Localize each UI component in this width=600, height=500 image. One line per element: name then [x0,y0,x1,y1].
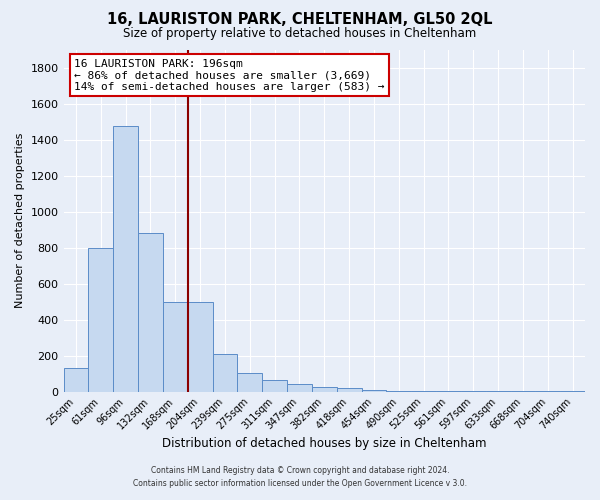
Bar [287,384,312,392]
Bar [411,391,436,392]
Bar [88,248,113,392]
Bar [312,387,337,392]
Bar [386,390,411,392]
Bar [362,390,386,392]
Bar [212,354,238,392]
Y-axis label: Number of detached properties: Number of detached properties [15,133,25,308]
Bar [138,234,163,392]
Bar [113,126,138,392]
Bar [64,368,88,392]
Text: Size of property relative to detached houses in Cheltenham: Size of property relative to detached ho… [124,28,476,40]
Bar [238,372,262,392]
X-axis label: Distribution of detached houses by size in Cheltenham: Distribution of detached houses by size … [162,437,487,450]
Bar [188,302,212,392]
Text: 16, LAURISTON PARK, CHELTENHAM, GL50 2QL: 16, LAURISTON PARK, CHELTENHAM, GL50 2QL [107,12,493,28]
Text: Contains HM Land Registry data © Crown copyright and database right 2024.
Contai: Contains HM Land Registry data © Crown c… [133,466,467,487]
Bar [163,302,188,392]
Text: 16 LAURISTON PARK: 196sqm
← 86% of detached houses are smaller (3,669)
14% of se: 16 LAURISTON PARK: 196sqm ← 86% of detac… [74,58,385,92]
Bar [262,380,287,392]
Bar [337,388,362,392]
